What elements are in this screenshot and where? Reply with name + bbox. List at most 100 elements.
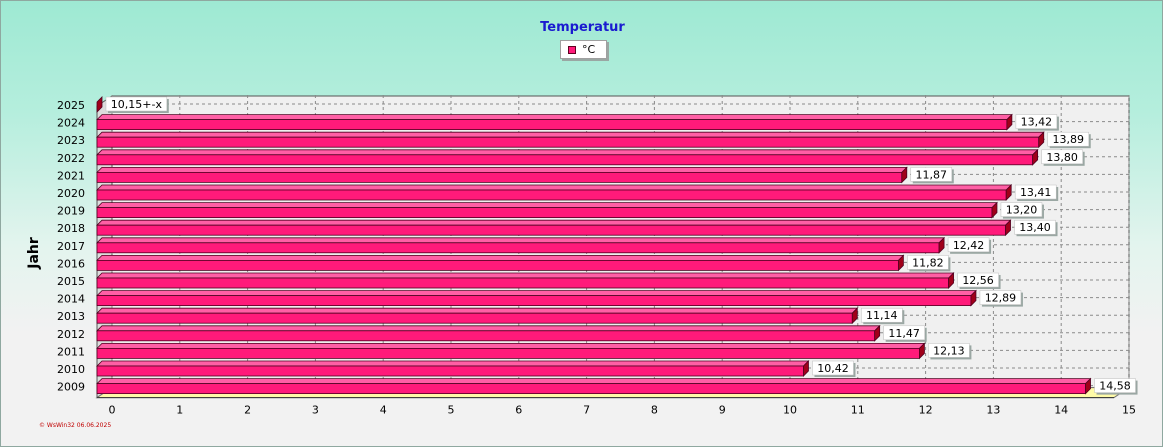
x-tick-label: 4 (380, 404, 387, 417)
bar (96, 189, 1007, 201)
bar (96, 171, 903, 183)
data-label-box (910, 167, 953, 182)
x-tick-label: 3 (312, 404, 319, 417)
data-label-box (1015, 114, 1058, 129)
legend: °C (560, 40, 607, 59)
data-label: 11,47 (888, 327, 920, 340)
bar (96, 136, 1040, 148)
y-tick-label: 2012 (57, 328, 85, 341)
data-label-box (1014, 184, 1057, 200)
bar-end (901, 166, 908, 184)
y-tick-label: 2020 (57, 187, 85, 200)
bar-end (1038, 131, 1045, 149)
data-label: 12,42 (953, 239, 985, 252)
bar-end (948, 272, 954, 289)
bar (96, 259, 899, 271)
x-tick-label: 2 (244, 404, 251, 417)
bar (96, 154, 1034, 166)
data-label-box (1014, 219, 1056, 235)
data-label-box (861, 307, 903, 323)
bar-top (96, 114, 1013, 120)
legend-swatch (568, 45, 576, 54)
data-label: 13,42 (1021, 116, 1053, 129)
bar-top (96, 166, 908, 173)
x-tick-label: 7 (583, 404, 590, 417)
y-tick-label: 2016 (57, 257, 85, 270)
data-label: 11,87 (916, 168, 948, 181)
bar-end (96, 96, 103, 113)
y-tick-label: 2009 (57, 381, 85, 394)
x-tick-label: 13 (986, 404, 1000, 417)
bar-end (919, 342, 925, 360)
y-tick-label: 2013 (57, 310, 85, 323)
bar (96, 119, 1008, 130)
data-label: 13,40 (1019, 221, 1051, 234)
y-tick-label: 2010 (57, 363, 85, 376)
bar-top (96, 149, 1039, 156)
bar-end (970, 289, 977, 307)
bar-top (96, 342, 926, 349)
data-label-box (1094, 378, 1136, 393)
data-label: 12,13 (933, 344, 965, 357)
x-tick-label: 0 (109, 404, 116, 417)
bar (96, 383, 1086, 395)
y-tick-label: 2022 (57, 152, 85, 165)
footer-note: © WsWin32 06.06.2025 (39, 422, 112, 429)
bar-end (991, 201, 998, 219)
data-label-box (1041, 149, 1083, 165)
bar-top (96, 378, 1092, 385)
data-label: 10,15+-x (111, 98, 163, 111)
data-label: 10,42 (817, 362, 849, 375)
data-label: 11,82 (912, 256, 944, 269)
y-tick-label: 2021 (57, 169, 85, 182)
data-label-box (1000, 202, 1043, 217)
bar (96, 207, 993, 219)
data-label-box (907, 255, 949, 270)
data-label-box (812, 360, 854, 376)
data-label: 13,20 (1006, 204, 1038, 217)
bar (96, 277, 949, 289)
data-label-box (979, 290, 1022, 305)
data-label-box (883, 325, 925, 341)
bar-end (938, 236, 945, 254)
y-tick-label: 2018 (57, 222, 85, 235)
bar-top (96, 219, 1012, 226)
bar (96, 312, 853, 324)
x-tick-label: 5 (448, 404, 455, 417)
bar-top (96, 131, 1045, 138)
bar (96, 295, 972, 307)
data-label-box (957, 272, 999, 288)
x-tick-label: 12 (919, 404, 933, 417)
data-label-box (928, 343, 970, 358)
y-tick-label: 2015 (57, 275, 85, 288)
bar-top (96, 290, 977, 297)
data-label-box (105, 96, 168, 112)
x-tick-label: 8 (651, 404, 658, 417)
x-tick-label: 14 (1054, 404, 1068, 417)
bar (96, 242, 940, 254)
bar (96, 224, 1006, 236)
x-tick-label: 6 (515, 404, 522, 417)
bar-end (1085, 377, 1091, 395)
x-tick-label: 11 (851, 404, 865, 417)
bar-top (96, 202, 998, 209)
y-tick-label: 2011 (57, 345, 85, 358)
bar-end (851, 307, 858, 325)
y-tick-label: 2017 (57, 240, 85, 253)
bar-end (1005, 219, 1011, 237)
bar-end (803, 360, 809, 377)
x-tick-label: 10 (783, 404, 797, 417)
bar-top (96, 307, 859, 314)
data-label: 13,80 (1046, 151, 1078, 164)
y-tick-label: 2023 (57, 134, 85, 147)
data-label: 12,89 (985, 292, 1017, 305)
data-label: 14,58 (1099, 380, 1131, 393)
y-tick-label: 2025 (57, 99, 85, 112)
data-label-box (947, 237, 990, 253)
y-tick-label: 2024 (57, 117, 85, 130)
data-label: 13,41 (1020, 186, 1052, 199)
data-label-box (1047, 131, 1089, 147)
bar (96, 330, 876, 342)
bar-end (874, 324, 881, 342)
